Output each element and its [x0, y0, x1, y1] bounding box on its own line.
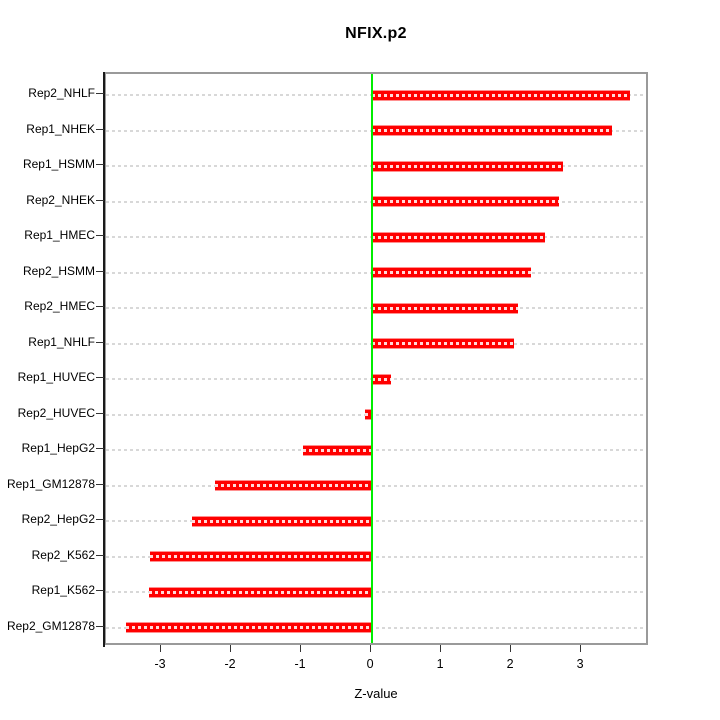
bar-dash-texture [372, 164, 564, 168]
bar-dash-texture [148, 590, 373, 594]
bar [372, 338, 515, 350]
bar [214, 480, 373, 492]
plot-area [104, 72, 648, 645]
x-tick-label: 3 [576, 657, 584, 671]
bar-dash-texture [372, 235, 545, 239]
bar [302, 444, 373, 456]
gridline [106, 413, 646, 416]
y-category-label: Rep1_HepG2 [21, 441, 95, 456]
y-category-label: Rep1_HSMM [22, 157, 95, 172]
bar [372, 196, 559, 208]
y-category-label: Rep2_HSMM [22, 263, 95, 278]
bar-dash-texture [214, 484, 373, 488]
y-axis-tick [96, 448, 104, 450]
bar-dash-texture [365, 413, 373, 417]
x-tick-label: -1 [294, 657, 306, 671]
x-axis-tick [439, 645, 441, 652]
chart-title: NFIX.p2 [345, 25, 407, 42]
x-tick-label: 0 [366, 657, 374, 671]
y-category-label: Rep1_K562 [31, 583, 95, 598]
y-axis-tick [96, 519, 104, 521]
bar [148, 586, 373, 598]
y-category-label: Rep1_HUVEC [17, 370, 95, 385]
y-category-label: Rep2_GM12878 [6, 618, 95, 633]
y-category-label: Rep1_HMEC [24, 228, 95, 243]
y-axis-tick [96, 270, 104, 272]
x-axis-tick [299, 645, 301, 652]
y-category-label: Rep1_NHEK [26, 121, 95, 136]
x-axis-tick [369, 645, 371, 652]
x-axis-tick [159, 645, 161, 652]
bar [372, 160, 564, 172]
bar-dash-texture [372, 271, 531, 275]
gridline [106, 449, 646, 452]
y-category-label: Rep2_NHLF [28, 86, 95, 100]
y-axis-tick [96, 164, 104, 166]
bar [372, 302, 519, 314]
gridline [106, 484, 646, 487]
bar-dash-texture [372, 93, 631, 97]
y-category-label: Rep2_HUVEC [17, 405, 95, 420]
bar-dash-texture [192, 519, 373, 523]
bar [126, 622, 373, 634]
bar [372, 125, 613, 137]
y-axis-tick [96, 93, 104, 94]
y-axis-tick [96, 412, 104, 414]
x-tick-label: 1 [436, 657, 444, 671]
y-axis-tick [96, 625, 104, 627]
bar [192, 515, 373, 527]
bar-dash-texture [372, 342, 515, 346]
bar-dash-texture [372, 129, 613, 133]
y-category-label: Rep1_NHLF [28, 334, 95, 349]
x-axis-tick [579, 645, 581, 652]
bar-dash-texture [126, 626, 373, 630]
y-axis-tick [96, 590, 104, 592]
x-tick-label: 2 [506, 657, 514, 671]
y-axis-tick [96, 235, 104, 237]
y-axis-tick [96, 199, 104, 201]
y-category-label: Rep1_GM12878 [6, 476, 95, 491]
y-axis-tick [96, 341, 104, 343]
bar [372, 231, 545, 243]
x-axis-tick [229, 645, 231, 652]
gridline [106, 626, 646, 629]
bar-dash-texture [372, 200, 559, 204]
gridline [106, 520, 646, 523]
y-axis-tick [96, 554, 104, 556]
x-axis-tick [509, 645, 511, 652]
y-category-label: Rep2_HMEC [24, 299, 95, 314]
bar [372, 89, 631, 101]
bar [372, 373, 391, 385]
y-category-label: Rep2_K562 [31, 547, 95, 562]
x-tick-label: -3 [154, 657, 166, 671]
y-axis-tick [96, 128, 104, 130]
y-axis-tick [96, 306, 104, 308]
bar-dash-texture [150, 555, 373, 559]
y-axis-line [103, 72, 105, 647]
zero-reference-line [371, 74, 374, 643]
y-category-label: Rep2_HepG2 [21, 512, 95, 527]
bar-dash-texture [372, 377, 391, 381]
gridline [106, 591, 646, 594]
bar-dash-texture [372, 306, 519, 310]
bar [372, 267, 531, 279]
gridline [106, 555, 646, 558]
y-category-label: Rep2_NHEK [26, 192, 95, 207]
bar-dash-texture [302, 448, 373, 452]
y-axis-tick [96, 377, 104, 379]
bar [150, 551, 373, 563]
y-axis-tick [96, 483, 104, 485]
x-tick-label: -2 [224, 657, 236, 671]
x-axis-title: Z-value [354, 686, 398, 701]
bar [365, 409, 373, 421]
